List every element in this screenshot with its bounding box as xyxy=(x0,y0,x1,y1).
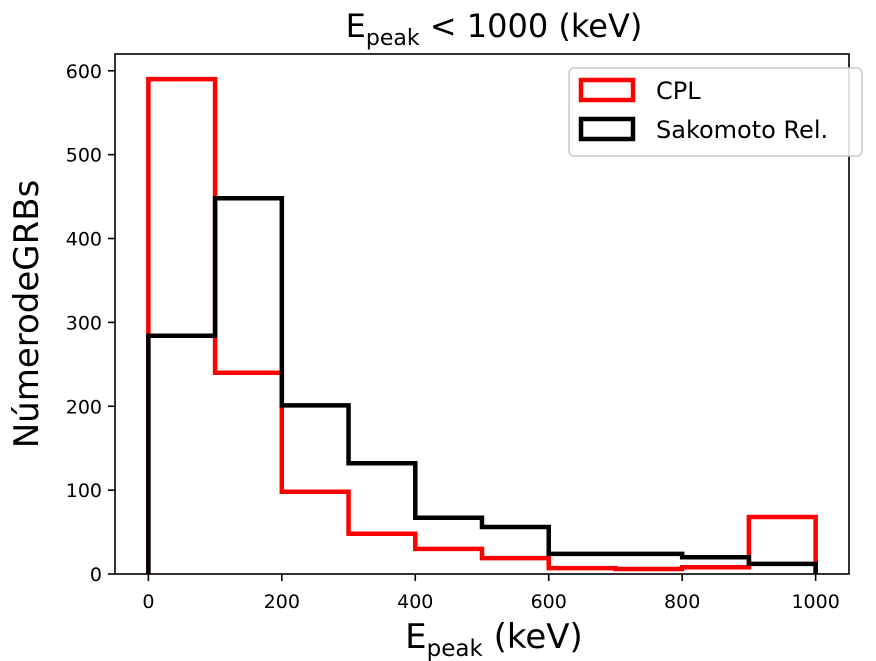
legend: CPL Sakomoto Rel. xyxy=(568,67,863,157)
y-tick-label: 400 xyxy=(66,229,102,251)
x-tick-label: 0 xyxy=(142,591,154,613)
x-tick-label: 600 xyxy=(531,591,567,613)
y-tick-label: 500 xyxy=(66,145,102,167)
legend-swatch xyxy=(578,116,636,142)
y-tick-label: 200 xyxy=(66,396,102,418)
x-tick-label: 400 xyxy=(397,591,433,613)
legend-label: CPL xyxy=(656,77,701,105)
y-tick-label: 100 xyxy=(66,480,102,502)
histogram-series-sakomoto xyxy=(146,196,818,574)
plot-frame xyxy=(114,53,850,575)
y-tick-label: 600 xyxy=(66,61,102,83)
legend-swatch xyxy=(578,77,636,103)
x-axis-label: Epeak (keV) xyxy=(405,617,583,661)
y-axis-label: NúmerodeGRBs xyxy=(7,180,47,449)
y-tick-label: 0 xyxy=(90,564,102,586)
legend-box xyxy=(568,67,863,157)
x-tick-label: 200 xyxy=(264,591,300,613)
y-tick-label: 300 xyxy=(66,312,102,334)
x-tick-label: 800 xyxy=(664,591,700,613)
chart-title: Epeak < 1000 (keV) xyxy=(346,7,643,51)
x-tick-label: 1000 xyxy=(791,591,839,613)
histogram-series-cpl xyxy=(146,76,818,574)
axis-ticks: 0 200 400 600 800 1000 0 100 200 300 400 500 600 xyxy=(66,61,840,613)
plot-area xyxy=(114,53,850,575)
legend-label: Sakomoto Rel. xyxy=(656,116,828,144)
